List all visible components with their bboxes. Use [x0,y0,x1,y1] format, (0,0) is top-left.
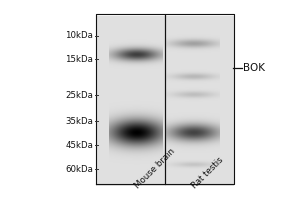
Text: 35kDa: 35kDa [65,116,93,126]
Text: Rat testis: Rat testis [190,155,226,190]
Text: 60kDa: 60kDa [65,164,93,173]
Text: 10kDa: 10kDa [65,31,93,40]
Text: Mouse brain: Mouse brain [134,146,177,190]
Text: 15kDa: 15kDa [65,54,93,64]
Text: 25kDa: 25kDa [65,90,93,99]
Text: 45kDa: 45kDa [65,140,93,149]
Text: BOK: BOK [243,63,265,73]
